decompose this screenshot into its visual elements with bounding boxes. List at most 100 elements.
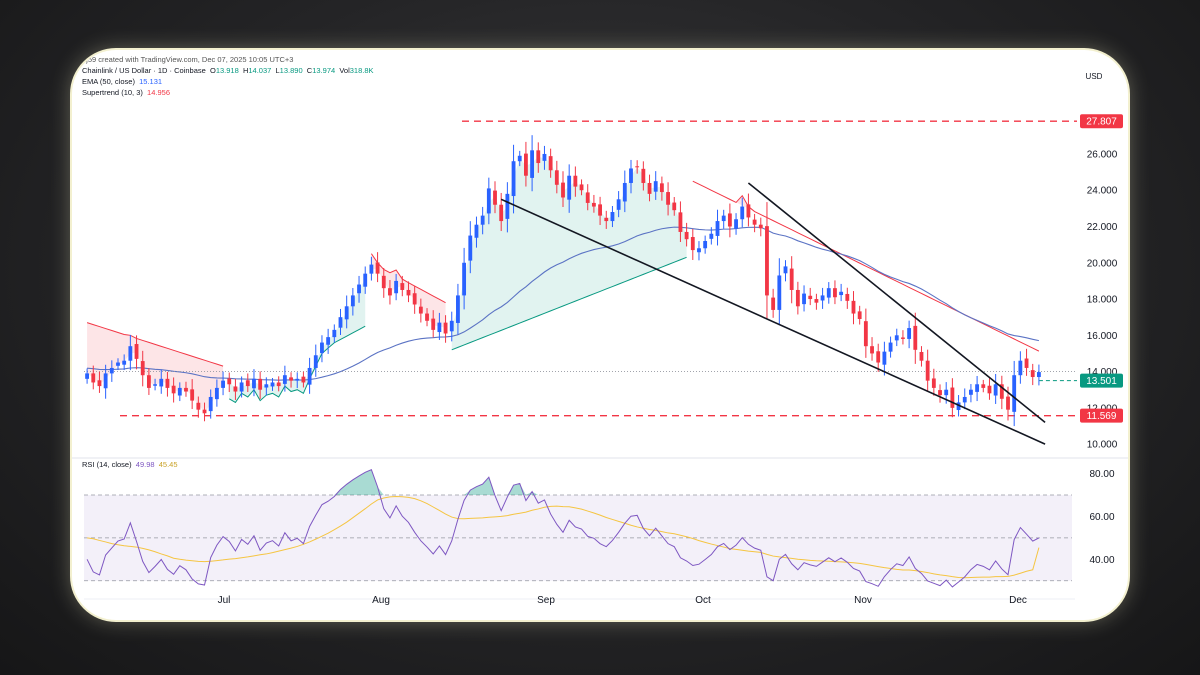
candle bbox=[196, 402, 201, 410]
candle bbox=[400, 283, 405, 290]
supertrend-line: Supertrend (10, 3) 14.956 bbox=[82, 87, 374, 98]
rsi-tick-label: 80.00 bbox=[1089, 469, 1114, 480]
trendline bbox=[500, 198, 1046, 445]
rsi-line bbox=[86, 469, 1040, 588]
candle bbox=[771, 297, 776, 310]
candle bbox=[184, 387, 188, 392]
candle bbox=[480, 215, 485, 225]
candle bbox=[925, 360, 930, 381]
candle bbox=[709, 233, 714, 239]
price-tick-label: 24.000 bbox=[1087, 186, 1118, 197]
candle bbox=[239, 382, 244, 392]
candle bbox=[103, 373, 108, 389]
candle bbox=[357, 284, 361, 294]
candle bbox=[493, 190, 497, 205]
candle bbox=[270, 382, 275, 387]
time-tick-label: Nov bbox=[854, 595, 872, 606]
candle bbox=[622, 182, 627, 202]
candle bbox=[969, 389, 973, 395]
candle bbox=[462, 262, 467, 296]
level-price-tag-bg bbox=[1080, 408, 1123, 423]
candle bbox=[919, 351, 924, 361]
candle bbox=[363, 273, 368, 287]
candle bbox=[289, 377, 293, 381]
candle bbox=[554, 170, 559, 185]
candle bbox=[449, 320, 454, 332]
supertrend-line-up bbox=[451, 256, 687, 351]
candle bbox=[839, 291, 844, 296]
candle bbox=[1006, 396, 1010, 410]
candle bbox=[808, 295, 813, 300]
volume-value: 318.8K bbox=[349, 66, 374, 75]
candle bbox=[690, 237, 695, 251]
candle bbox=[894, 335, 899, 341]
candle bbox=[536, 150, 541, 164]
candle bbox=[252, 378, 256, 389]
price-tick-label: 20.000 bbox=[1087, 258, 1118, 269]
candle bbox=[227, 378, 232, 385]
candle bbox=[653, 181, 658, 192]
candle bbox=[505, 193, 510, 219]
trendline bbox=[747, 182, 1046, 423]
candle bbox=[350, 295, 355, 307]
candle bbox=[845, 293, 850, 301]
candle bbox=[604, 217, 609, 222]
candle bbox=[190, 389, 195, 401]
candle bbox=[1024, 358, 1029, 368]
candle bbox=[746, 204, 751, 218]
time-tick-label: Aug bbox=[372, 595, 390, 606]
chart-canvas: 10.00012.00014.00016.00018.00020.00022.0… bbox=[72, 72, 1128, 606]
candle bbox=[789, 268, 794, 290]
candle bbox=[591, 202, 596, 207]
candle bbox=[678, 212, 683, 232]
rsi-ma-value: 45.45 bbox=[158, 460, 178, 469]
time-tick-label: Jul bbox=[218, 595, 231, 606]
rsi-tick-label: 40.00 bbox=[1089, 555, 1114, 566]
symbol-label: Chainlink / US Dollar · 1D · Coinbase bbox=[82, 66, 206, 75]
candle bbox=[109, 367, 114, 374]
high-value: 14.037 bbox=[248, 66, 272, 75]
candle bbox=[116, 362, 120, 366]
candle bbox=[999, 384, 1004, 399]
level-price-tag: 27.807 bbox=[1086, 117, 1117, 128]
candle bbox=[511, 161, 516, 197]
supertrend-line-down bbox=[692, 180, 1040, 352]
candle bbox=[863, 321, 868, 347]
time-tick-label: Oct bbox=[695, 595, 711, 606]
candle bbox=[944, 389, 949, 396]
price-tick-label: 26.000 bbox=[1087, 149, 1118, 160]
candle bbox=[344, 306, 349, 320]
candle bbox=[641, 168, 646, 183]
candle bbox=[456, 295, 460, 323]
supertrend-fill-up bbox=[451, 156, 687, 350]
candle bbox=[913, 325, 918, 350]
supertrend-line-up bbox=[228, 325, 366, 404]
time-tick-label: Sep bbox=[537, 595, 555, 606]
candle bbox=[307, 367, 312, 385]
candle bbox=[320, 342, 324, 354]
price-tick-label: 10.000 bbox=[1087, 440, 1118, 451]
candle bbox=[833, 288, 837, 298]
candle bbox=[171, 385, 176, 394]
candle bbox=[758, 224, 763, 229]
candle bbox=[122, 360, 127, 365]
candle bbox=[474, 224, 479, 238]
candle bbox=[727, 213, 732, 227]
close-value: 13.974 bbox=[312, 66, 336, 75]
chart-frame: 10.00012.00014.00016.00018.00020.00022.0… bbox=[72, 50, 1128, 620]
candle bbox=[542, 153, 547, 161]
candle bbox=[332, 329, 337, 338]
candle bbox=[313, 355, 318, 368]
ema-line: EMA (50, close) 15.131 bbox=[82, 76, 374, 87]
candle bbox=[931, 378, 936, 388]
candle bbox=[956, 402, 961, 411]
candle bbox=[721, 215, 726, 222]
candle bbox=[258, 378, 263, 390]
rsi-label: RSI (14, close) bbox=[82, 460, 132, 469]
candle bbox=[857, 311, 862, 319]
level-price-tag: 11.569 bbox=[1087, 411, 1117, 422]
candle bbox=[573, 175, 578, 187]
candle bbox=[734, 219, 738, 229]
candle bbox=[851, 300, 856, 314]
candle bbox=[1036, 372, 1041, 378]
